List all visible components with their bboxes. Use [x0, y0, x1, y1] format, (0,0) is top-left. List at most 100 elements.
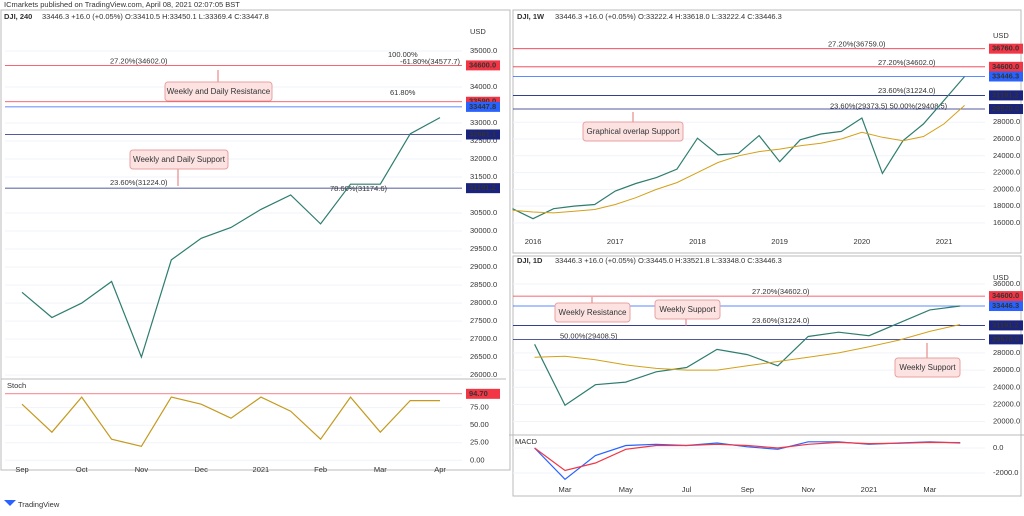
callout-box — [654, 299, 721, 320]
level-tag-label: 31191.2 — [992, 320, 1019, 329]
level-tag — [466, 96, 500, 107]
panel-symbol: DJI, 240 — [4, 12, 32, 21]
price-line — [21, 396, 440, 447]
callout-text: Weekly Support — [899, 363, 956, 372]
y-tick-label: 30000.0 — [470, 226, 497, 235]
y-tick-label: 20000.0 — [993, 184, 1020, 193]
level-tag — [989, 61, 1023, 72]
x-tick-label: 2021 — [861, 485, 878, 494]
x-tick-label: Mar — [559, 485, 572, 494]
y-tick-label: 28000.0 — [993, 348, 1020, 357]
y-tick-label: 0.0 — [993, 443, 1003, 452]
fib-label: 23.60%(29373.5) 50.00%(29408.5) — [830, 101, 948, 110]
indicator-label: MACD — [515, 437, 538, 446]
callout-box — [894, 357, 961, 378]
y-tick-label: 28000.0 — [470, 298, 497, 307]
level-tag — [989, 334, 1023, 345]
x-tick-label: Feb — [314, 465, 327, 474]
fib-label: 23.60%(31224.0) — [878, 86, 936, 95]
y-tick-label: 28500.0 — [470, 280, 497, 289]
publisher-line: ICmarkets published on TradingView.com, … — [4, 0, 240, 9]
callout-text: Weekly and Daily Support — [133, 155, 226, 164]
x-tick-label: Nov — [802, 485, 816, 494]
y-tick-label: 26000.0 — [993, 134, 1020, 143]
callout-box — [582, 121, 684, 142]
fib-label: 78.60%(31174.6) — [330, 184, 387, 193]
y-tick-label: 24000.0 — [993, 151, 1020, 160]
price-line — [534, 305, 961, 407]
y-tick-label: 32500.0 — [470, 136, 497, 145]
fib-label: -61.80%(34577.7) — [400, 57, 461, 66]
y-tick-label: 32000.0 — [470, 154, 497, 163]
x-tick-label: 2021 — [936, 237, 953, 246]
x-tick-label: 2017 — [607, 237, 624, 246]
panel-frame — [512, 255, 1022, 497]
panel-frame — [512, 9, 1022, 254]
y-tick-label: 27000.0 — [470, 334, 497, 343]
fib-label: 27.20%(36759.0) — [828, 40, 886, 49]
y-tick-label: 35000.0 — [470, 46, 497, 55]
fib-label: 27.20%(34602.0) — [878, 58, 936, 67]
y-tick-label: 33000.0 — [470, 118, 497, 127]
level-tag-label: 34600.0 — [469, 60, 496, 69]
y-tick-label: 22000.0 — [993, 168, 1020, 177]
level-tag — [989, 291, 1023, 302]
fib-label: 27.20%(34602.0) — [110, 56, 168, 65]
indicator-label: Stoch — [7, 381, 26, 390]
level-tag — [466, 129, 500, 140]
y-tick-label: 16000.0 — [993, 218, 1020, 227]
price-line — [512, 76, 966, 220]
brand-logo — [4, 500, 16, 506]
y-tick-label: 50.00 — [470, 420, 489, 429]
level-tag-label: 33446.3 — [992, 71, 1019, 80]
x-tick-label: Jul — [682, 485, 692, 494]
x-tick-label: 2020 — [854, 237, 871, 246]
panel-symbol: DJI, 1W — [517, 12, 545, 21]
y-tick-label: 31500.0 — [470, 172, 497, 181]
indicator-tag — [466, 388, 500, 399]
level-tag — [989, 104, 1023, 115]
x-tick-label: Dec — [194, 465, 208, 474]
level-tag — [466, 60, 500, 71]
level-tag-label: 36760.0 — [992, 44, 1019, 53]
level-tag-label: 32681.1 — [469, 129, 496, 138]
y-tick-label: 75.00 — [470, 403, 489, 412]
y-tick-label: 26000.0 — [993, 365, 1020, 374]
unit-label: USD — [470, 27, 486, 36]
y-tick-label: -2000.0 — [993, 468, 1018, 477]
y-tick-label: 0.00 — [470, 455, 485, 464]
level-tag — [989, 43, 1023, 54]
y-tick-label: 25.00 — [470, 438, 489, 447]
y-tick-label: 27500.0 — [470, 316, 497, 325]
level-tag-label: 34600.0 — [992, 62, 1019, 71]
x-tick-label: Sep — [741, 485, 754, 494]
callout-box — [129, 149, 229, 170]
level-tag — [989, 320, 1023, 331]
price-line — [534, 441, 961, 472]
y-tick-label: 29500.0 — [470, 244, 497, 253]
callout-text: Graphical overlap Support — [587, 127, 681, 136]
y-tick-label: 36000.0 — [993, 279, 1020, 288]
y-tick-label: 26000.0 — [470, 370, 497, 379]
panel-values: 33446.3 +16.0 (+0.05%) O:33410.5 H:33450… — [42, 12, 269, 21]
callout-text: Weekly Support — [659, 305, 716, 314]
y-tick-label: 24000.0 — [993, 382, 1020, 391]
x-tick-label: 2019 — [771, 237, 788, 246]
x-tick-label: Sep — [15, 465, 28, 474]
callout-text: Weekly and Daily Resistance — [167, 87, 271, 96]
x-tick-label: Mar — [923, 485, 936, 494]
y-tick-label: 28000.0 — [993, 117, 1020, 126]
x-tick-label: Oct — [76, 465, 89, 474]
panel-frame — [0, 9, 511, 471]
x-tick-label: Mar — [374, 465, 387, 474]
x-tick-label: Nov — [135, 465, 149, 474]
fib-label: 61.80% — [390, 88, 416, 97]
level-tag-label: 33446.3 — [992, 301, 1019, 310]
panel-values: 33446.3 +16.0 (+0.05%) O:33222.4 H:33618… — [555, 12, 782, 21]
callout-text: Weekly Resistance — [559, 308, 627, 317]
y-tick-label: 34000.0 — [470, 82, 497, 91]
fib-label: 23.60%(31224.0) — [752, 316, 810, 325]
level-tag-label: 31191.2 — [469, 183, 496, 192]
level-tag — [989, 90, 1023, 101]
